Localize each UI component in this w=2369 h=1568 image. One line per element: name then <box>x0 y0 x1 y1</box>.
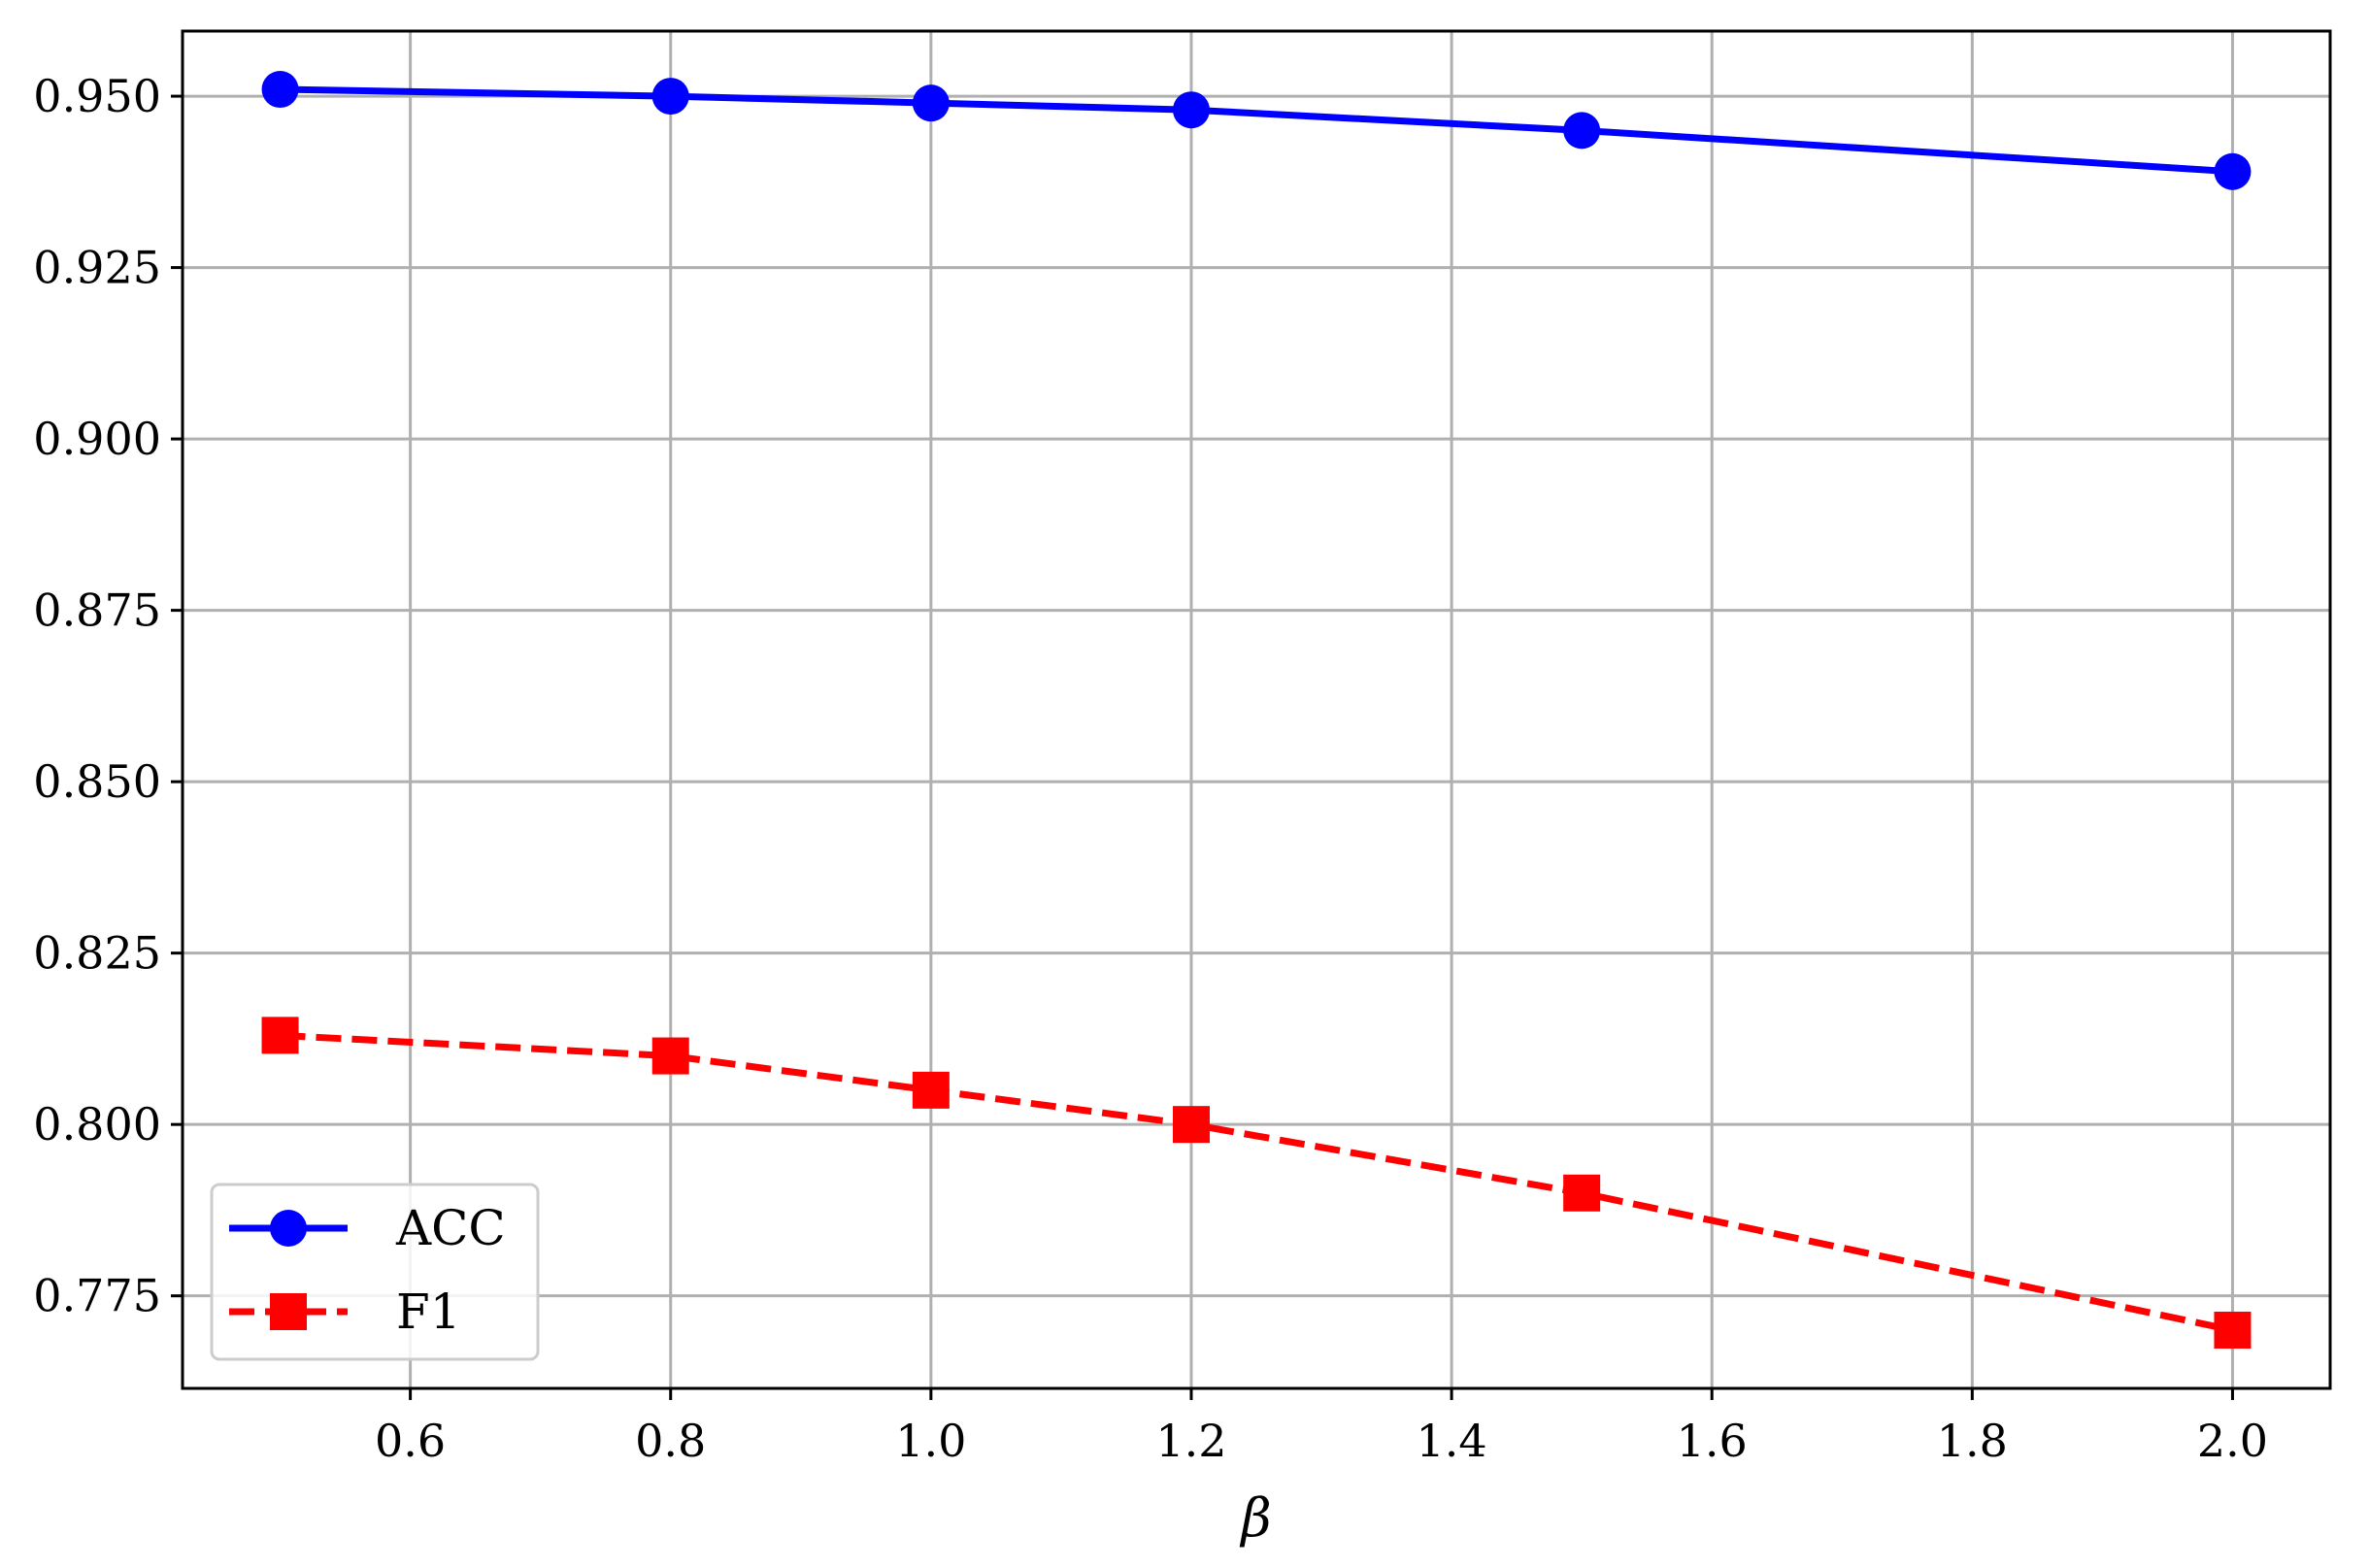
x-tick-label: 1.6 <box>1677 1415 1748 1467</box>
data-point-acc <box>261 71 299 109</box>
y-tick-label: 0.825 <box>33 927 161 980</box>
series-acc <box>261 71 2252 190</box>
y-tick-label: 0.950 <box>33 70 161 122</box>
data-point-f1 <box>2214 1311 2252 1349</box>
data-point-acc <box>912 84 950 122</box>
x-tick-label: 2.0 <box>2197 1415 2268 1467</box>
x-axis-label: β <box>1239 1487 1271 1549</box>
y-tick-label: 0.850 <box>33 755 161 808</box>
series-line-f1 <box>280 1031 2234 1334</box>
legend-marker-f1 <box>270 1293 307 1330</box>
series-line-acc <box>280 85 2233 176</box>
data-point-acc <box>651 78 689 116</box>
data-point-f1 <box>912 1071 950 1109</box>
legend-marker-acc <box>270 1210 307 1247</box>
legend-label-f1: F1 <box>396 1284 461 1340</box>
x-tick-label: 1.8 <box>1937 1415 2008 1467</box>
series-f1 <box>261 1017 2252 1349</box>
plot-frame <box>181 29 2332 1390</box>
data-point-f1 <box>1563 1174 1601 1212</box>
x-tick-label: 1.2 <box>1155 1415 1226 1467</box>
x-tick-label: 1.0 <box>895 1415 966 1467</box>
axis-ticks: 0.6 0.8 1.0 1.2 1.4 1.6 1.8 2.0 0.775 0.800 0.825 0… <box>33 70 2268 1467</box>
y-tick-label: 0.800 <box>33 1098 161 1151</box>
data-point-f1 <box>261 1017 299 1054</box>
y-tick-label: 0.925 <box>33 242 161 294</box>
x-tick-label: 0.6 <box>375 1415 446 1467</box>
y-tick-label: 0.875 <box>33 584 161 637</box>
data-point-acc <box>1172 91 1210 129</box>
data-point-f1 <box>651 1037 689 1075</box>
x-tick-label: 0.8 <box>635 1415 706 1467</box>
legend-item-acc: ACC <box>229 1200 506 1256</box>
series-layer <box>261 71 2252 1349</box>
x-tick-label: 1.4 <box>1417 1415 1487 1467</box>
data-point-acc <box>1563 112 1601 150</box>
y-tick-label: 0.775 <box>33 1270 161 1322</box>
data-point-acc <box>2214 152 2252 190</box>
legend: ACC F1 <box>210 1183 540 1361</box>
y-tick-label: 0.900 <box>33 413 161 465</box>
grid <box>183 31 2330 1388</box>
legend-label-acc: ACC <box>395 1200 506 1256</box>
data-point-f1 <box>1172 1106 1210 1144</box>
legend-item-f1: F1 <box>229 1284 461 1340</box>
